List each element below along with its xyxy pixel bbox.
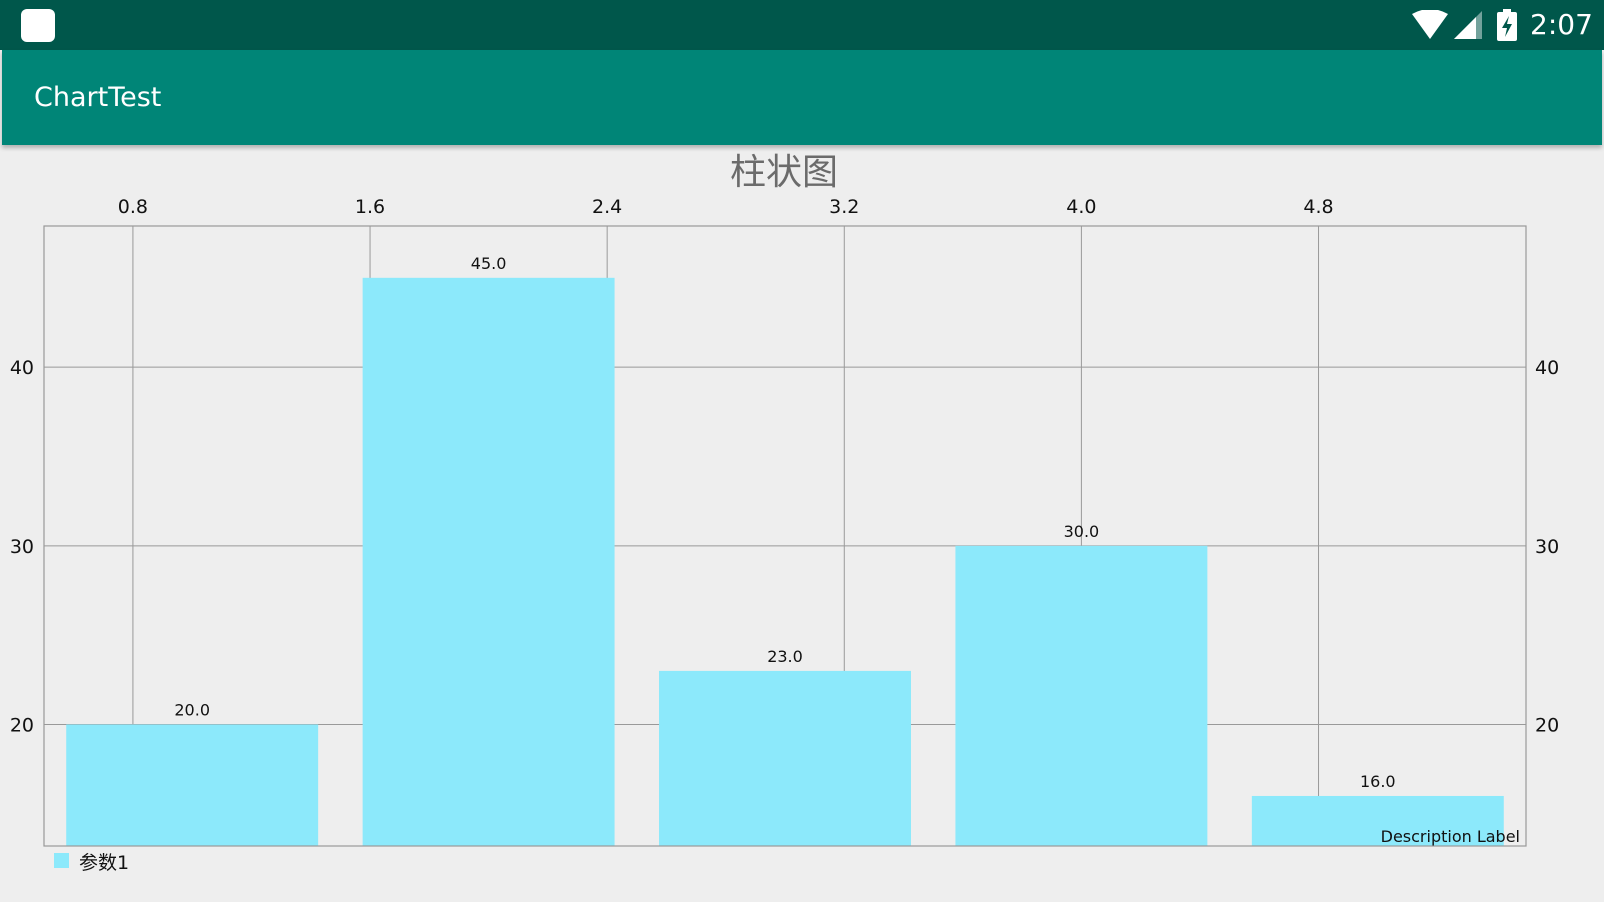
- y-tick-label-left: 20: [10, 715, 34, 737]
- y-tick-label-left: 30: [10, 536, 34, 558]
- chart-title: 柱状图: [730, 152, 838, 193]
- battery-charging-icon: [1497, 9, 1517, 41]
- legend: 参数1: [54, 852, 129, 874]
- app-icon: [21, 9, 55, 42]
- bar: [1251, 795, 1504, 846]
- description-label: Description Label: [1381, 827, 1520, 846]
- bar-chart[interactable]: 0.8 1.6 2.4 3.2 4.0 4.8 20 20 30 30 40 40 20.0 45.0 23…: [2, 145, 1602, 899]
- x-tick-label: 2.4: [592, 196, 622, 218]
- bar-value-label: 16.0: [1360, 772, 1396, 791]
- x-tick-label: 0.8: [118, 196, 148, 218]
- app-title: ChartTest: [34, 82, 162, 113]
- bar-value-label: 20.0: [174, 701, 210, 720]
- x-tick-label: 4.8: [1303, 196, 1333, 218]
- y-tick-label-right: 30: [1535, 536, 1559, 558]
- bars: [66, 277, 1504, 846]
- bar-value-label: 45.0: [471, 254, 507, 273]
- y-tick-label-right: 20: [1535, 715, 1559, 737]
- x-tick-label: 4.0: [1066, 196, 1096, 218]
- bar-value-label: 23.0: [767, 647, 803, 666]
- bar: [955, 545, 1208, 846]
- bar: [66, 724, 319, 846]
- wifi-icon: [1412, 10, 1448, 39]
- legend-swatch: [54, 853, 69, 868]
- labels: 0.8 1.6 2.4 3.2 4.0 4.8 20 20 30 30 40 40 20.0 45.0 23…: [10, 196, 1559, 791]
- status-time: 2:07: [1530, 8, 1593, 41]
- plot-frame: [43, 225, 1527, 847]
- bar-value-label: 30.0: [1064, 522, 1100, 541]
- x-tick-label: 3.2: [829, 196, 859, 218]
- app-bar: ChartTest: [2, 50, 1602, 145]
- signal-icon: [1454, 11, 1482, 39]
- bar: [659, 670, 911, 846]
- y-tick-label-right: 40: [1535, 357, 1559, 379]
- legend-label: 参数1: [79, 852, 129, 874]
- y-tick-label-left: 40: [10, 357, 34, 379]
- x-tick-label: 1.6: [355, 196, 385, 218]
- bar: [362, 277, 615, 846]
- status-bar: 2:07: [0, 0, 1604, 50]
- chart-container[interactable]: 0.8 1.6 2.4 3.2 4.0 4.8 20 20 30 30 40 40 20.0 45.0 23…: [2, 145, 1602, 899]
